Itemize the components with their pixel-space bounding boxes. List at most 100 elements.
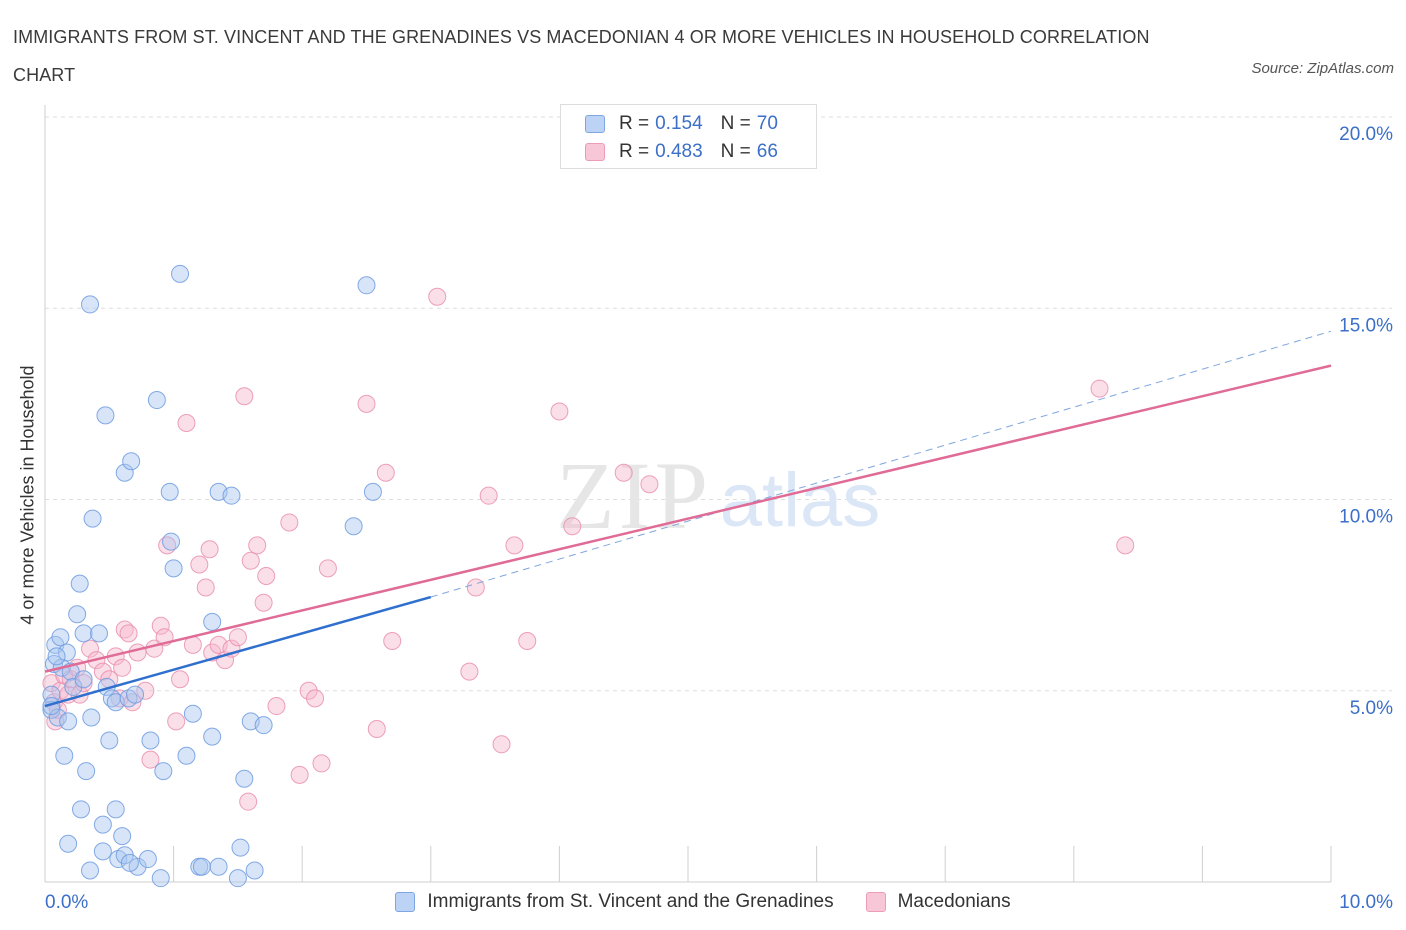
tick-labels: 5.0% 10.0% 15.0% 20.0% 0.0% 10.0% <box>45 124 1393 913</box>
data-point <box>376 463 395 482</box>
data-point <box>48 708 67 727</box>
data-point <box>460 662 479 681</box>
legend-n-value: 70 <box>756 113 778 134</box>
data-point <box>228 628 247 647</box>
data-point <box>113 827 132 846</box>
data-point <box>72 800 91 819</box>
data-point <box>81 639 100 658</box>
chart-title: IMMIGRANTS FROM ST. VINCENT AND THE GREN… <box>13 27 1150 85</box>
legend-n-value: 66 <box>756 141 778 162</box>
data-point <box>257 567 276 585</box>
y-axis-label: 4 or more Vehicles in Household <box>17 365 38 625</box>
series-legend: Immigrants from St. Vincent and the Gren… <box>0 888 1406 916</box>
data-point <box>122 452 141 471</box>
data-point <box>106 800 125 819</box>
data-point <box>563 517 582 536</box>
data-point <box>83 509 102 528</box>
legend-item-macedonians: Macedonians <box>865 891 1011 913</box>
data-point <box>160 482 179 501</box>
data-point <box>312 754 331 773</box>
data-point <box>248 536 267 555</box>
data-point <box>151 869 170 888</box>
data-point <box>81 861 100 880</box>
data-point <box>47 647 66 666</box>
data-point <box>93 815 112 834</box>
data-point <box>141 731 160 750</box>
x-tick-label: 0.0% <box>45 892 88 913</box>
macedonians-points <box>42 287 1135 811</box>
data-point <box>81 295 100 314</box>
data-point <box>518 632 537 651</box>
data-point <box>367 720 386 738</box>
correlation-legend: R = 0.154 N = 70 R = 0.483 N = 66 <box>560 104 817 169</box>
data-point <box>357 394 376 413</box>
data-point <box>640 475 659 494</box>
data-point <box>235 387 254 406</box>
data-point <box>203 727 222 746</box>
data-point <box>505 536 524 555</box>
data-point <box>126 685 145 704</box>
data-point <box>154 762 173 781</box>
data-point <box>90 624 109 643</box>
data-point <box>383 632 402 651</box>
data-point <box>151 616 170 635</box>
data-point <box>228 869 247 888</box>
data-point <box>318 559 337 578</box>
trend-lines <box>44 330 1332 708</box>
legend-n-label: N = <box>720 113 751 134</box>
data-point <box>70 574 89 593</box>
data-point <box>164 559 183 578</box>
data-point <box>171 670 190 689</box>
y-tick-label: 15.0% <box>1339 315 1393 336</box>
x-tick-label: 10.0% <box>1339 892 1393 913</box>
watermark-zip: ZIP <box>556 442 712 549</box>
data-point <box>59 712 78 731</box>
legend-row-macedonians: R = 0.483 N = 66 <box>585 139 778 165</box>
data-point <box>77 762 96 781</box>
data-point <box>466 578 485 597</box>
data-point <box>344 517 363 536</box>
watermark-atlas: atlas <box>720 458 881 543</box>
data-point <box>479 486 498 505</box>
axes <box>44 105 1332 883</box>
data-point <box>239 792 258 811</box>
data-point <box>357 276 376 295</box>
data-point <box>59 834 78 853</box>
data-point <box>74 624 93 643</box>
data-point <box>203 612 222 631</box>
legend-r-value: 0.154 <box>655 113 703 134</box>
data-point <box>138 850 157 869</box>
data-point <box>1090 379 1109 398</box>
data-point <box>196 578 215 597</box>
data-point <box>120 853 139 872</box>
legend-r-value: 0.483 <box>655 141 703 162</box>
blue-trend-extension <box>430 330 1332 598</box>
data-point <box>306 689 325 708</box>
data-point <box>1116 536 1135 555</box>
legend-swatch-pink <box>585 143 605 161</box>
data-point <box>57 643 76 662</box>
data-point <box>74 674 93 693</box>
data-point <box>209 857 228 876</box>
legend-r-label: R = <box>619 141 650 162</box>
data-point <box>147 391 166 410</box>
data-point <box>192 857 211 876</box>
data-point <box>74 670 93 689</box>
data-point <box>51 628 70 647</box>
data-point <box>614 463 633 482</box>
legend-n-label: N = <box>720 141 751 162</box>
data-point <box>162 532 181 551</box>
data-point <box>267 697 286 716</box>
y-tick-label: 20.0% <box>1339 124 1393 145</box>
data-point <box>171 264 190 283</box>
data-point <box>280 513 299 532</box>
data-point <box>93 662 112 681</box>
data-point <box>231 838 250 857</box>
legend-swatch-blue <box>395 892 416 912</box>
legend-item-immigrants: Immigrants from St. Vincent and the Gren… <box>395 891 834 913</box>
data-point <box>128 643 147 662</box>
svg-immigrants-points <box>42 264 382 888</box>
data-point <box>113 658 132 677</box>
data-point <box>141 750 160 769</box>
